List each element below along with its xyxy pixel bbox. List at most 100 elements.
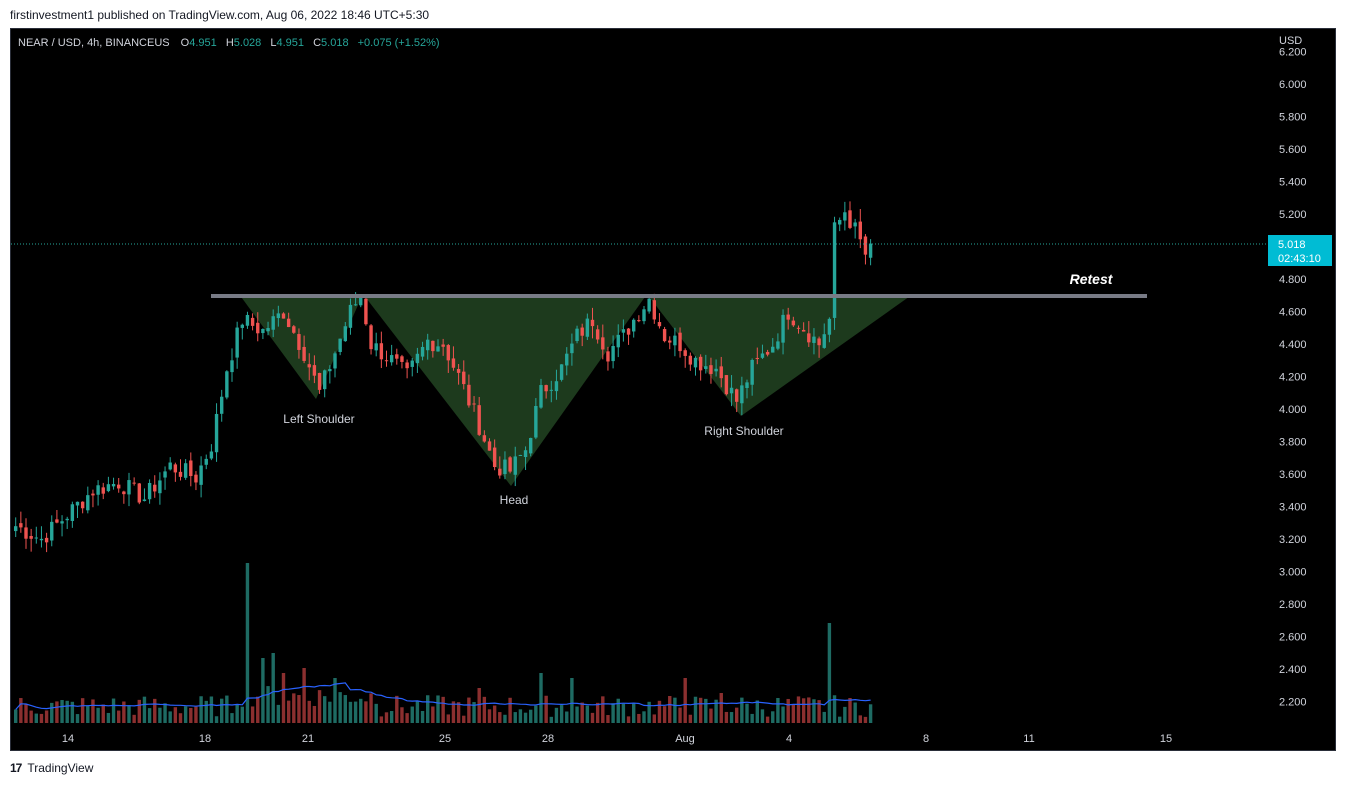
candle-body bbox=[565, 353, 569, 366]
volume-bar bbox=[153, 698, 157, 723]
volume-bar bbox=[611, 703, 615, 723]
symbol-legend[interactable]: NEAR / USD, 4h, BINANCEUS O4.951 H5.028 … bbox=[18, 37, 440, 49]
candle-body bbox=[451, 358, 456, 368]
candle-body bbox=[147, 482, 152, 500]
volume-ma-line bbox=[15, 682, 871, 710]
price-tick: 3.400 bbox=[1279, 502, 1307, 514]
volume-bar bbox=[55, 701, 59, 723]
chart-panel[interactable]: Retest Left Shoulder Head Right Shoulder… bbox=[10, 28, 1336, 751]
volume-bar bbox=[235, 704, 239, 723]
time-axis[interactable]: 14 18 21 25 28 Aug 4 8 11 15 bbox=[62, 733, 1172, 745]
volume-bar bbox=[101, 704, 105, 723]
candle-body bbox=[436, 346, 440, 352]
volume-bar bbox=[297, 695, 301, 723]
volume-bar bbox=[621, 703, 626, 723]
retest-label[interactable]: Retest bbox=[1070, 271, 1114, 287]
volume-bar bbox=[173, 707, 178, 723]
volume-bar bbox=[492, 705, 497, 723]
volume-bar bbox=[122, 701, 126, 723]
price-tick: 6.200 bbox=[1279, 47, 1307, 59]
candle-body bbox=[626, 328, 631, 335]
candle-body bbox=[111, 483, 116, 487]
volume-bar bbox=[245, 563, 250, 723]
volume-bar bbox=[96, 707, 100, 723]
candle-body bbox=[492, 447, 497, 468]
volume-bar bbox=[353, 701, 358, 723]
volume-bar bbox=[158, 707, 162, 723]
time-tick: 28 bbox=[542, 733, 554, 745]
volume-bar bbox=[199, 696, 203, 723]
volume-bar bbox=[142, 696, 147, 723]
price-tick: 3.000 bbox=[1279, 567, 1307, 579]
candle-body bbox=[693, 357, 698, 368]
tradingview-logo[interactable]: 17 TradingView bbox=[10, 761, 93, 775]
volume-bar bbox=[719, 693, 723, 723]
volume-bar bbox=[843, 706, 847, 723]
price-tick: 2.800 bbox=[1279, 599, 1307, 611]
candle-body bbox=[96, 485, 100, 495]
candle-body bbox=[786, 314, 790, 320]
left-shoulder-triangle bbox=[239, 294, 363, 399]
volume-bar bbox=[590, 712, 595, 723]
right-shoulder-label[interactable]: Right Shoulder bbox=[704, 424, 783, 438]
volume-bar bbox=[256, 696, 260, 723]
head-label[interactable]: Head bbox=[500, 493, 529, 507]
candle-body bbox=[86, 495, 90, 511]
candle-body bbox=[637, 320, 641, 322]
candle-body bbox=[328, 369, 332, 372]
volume-bar bbox=[189, 707, 193, 723]
candle-body bbox=[807, 333, 811, 343]
candle-body bbox=[348, 304, 353, 328]
candle-body bbox=[60, 521, 64, 524]
candle-body bbox=[760, 353, 765, 358]
candle-body bbox=[843, 212, 847, 221]
volume-bar bbox=[812, 699, 816, 723]
candle-body bbox=[281, 313, 286, 319]
volume-bar bbox=[292, 693, 296, 723]
volume-bar bbox=[549, 716, 553, 723]
price-axis[interactable]: USD 6.200 6.000 5.800 5.600 5.400 5.200 4.800 4… bbox=[1279, 35, 1307, 709]
candle-body bbox=[580, 327, 584, 336]
volume-bar bbox=[539, 673, 543, 723]
volume-bar bbox=[333, 678, 337, 723]
candle-body bbox=[735, 389, 739, 402]
price-tick: 4.600 bbox=[1279, 307, 1307, 319]
time-tick: 15 bbox=[1160, 733, 1172, 745]
volume-bar bbox=[832, 695, 837, 723]
candle-body bbox=[209, 451, 214, 459]
candle-body bbox=[70, 504, 75, 521]
close-value: 5.018 bbox=[321, 37, 349, 49]
candle-body bbox=[292, 326, 296, 333]
volume-bar bbox=[467, 697, 471, 723]
last-price-value: 5.018 bbox=[1278, 239, 1306, 251]
volume-bar bbox=[75, 714, 80, 723]
volume-bar bbox=[801, 698, 806, 723]
volume-bar bbox=[868, 704, 873, 723]
volume-bar bbox=[595, 702, 600, 723]
volume-bar bbox=[60, 700, 64, 723]
candle-body bbox=[415, 353, 420, 364]
candle-body bbox=[312, 365, 317, 376]
candle-body bbox=[199, 465, 203, 485]
candle-body bbox=[585, 318, 590, 337]
candle-body bbox=[106, 484, 111, 492]
candle-body bbox=[163, 471, 167, 478]
volume-bar bbox=[565, 711, 569, 723]
volume-bar bbox=[276, 704, 281, 723]
candle-body bbox=[261, 328, 265, 334]
candle-body bbox=[647, 298, 651, 312]
candle-body bbox=[235, 327, 239, 358]
candle-body bbox=[369, 325, 373, 350]
candle-body bbox=[55, 519, 59, 523]
time-tick: Aug bbox=[675, 733, 695, 745]
price-chart[interactable]: Retest Left Shoulder Head Right Shoulder… bbox=[11, 29, 1335, 750]
candle-body bbox=[863, 236, 868, 255]
volume-bar bbox=[523, 712, 528, 723]
left-shoulder-label[interactable]: Left Shoulder bbox=[283, 412, 354, 426]
publish-info: firstinvestment1 published on TradingVie… bbox=[10, 8, 430, 22]
time-tick: 8 bbox=[923, 733, 929, 745]
volume-bar bbox=[266, 686, 270, 723]
candle-body bbox=[796, 327, 801, 329]
volume-bar bbox=[395, 695, 399, 723]
volume-bar bbox=[714, 699, 718, 723]
